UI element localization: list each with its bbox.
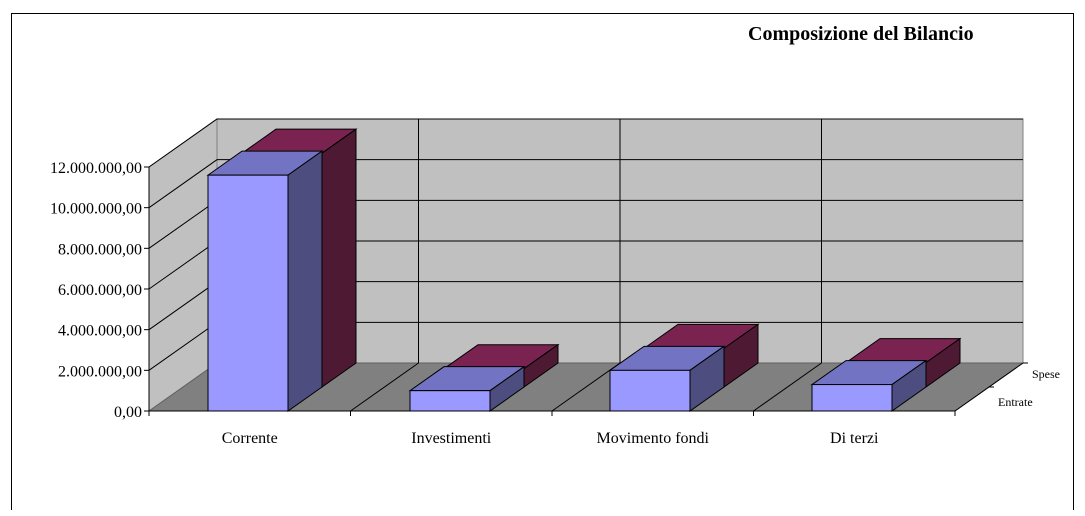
bar-spese-side	[321, 128, 357, 388]
chart-title: Composizione del Bilancio	[748, 23, 974, 45]
series-label: Spese	[1032, 367, 1060, 381]
y-tick-label: 8.000.000,00	[58, 241, 142, 258]
bar-entrate	[206, 150, 324, 412]
y-tick-label: 6.000.000,00	[58, 282, 142, 299]
y-tick-label: 2.000.000,00	[58, 363, 142, 380]
gridline	[148, 159, 1023, 209]
bar-entrate-front	[811, 384, 893, 412]
labels: 0,00 2.000.000,00 4.000.000,00 6.000.000,00…	[50, 160, 1060, 447]
axes	[144, 166, 1028, 416]
floor-divider	[551, 362, 621, 412]
bar-entrate-front	[609, 369, 691, 412]
bar-entrate	[608, 345, 726, 412]
floor-divider	[753, 362, 822, 412]
category-label: Corrente	[222, 430, 278, 447]
bar-entrate	[810, 359, 928, 412]
bar-entrate-front	[207, 174, 289, 412]
y-tick-label: 4.000.000,00	[58, 323, 142, 340]
floor-divider	[350, 362, 419, 412]
bar-entrate-side	[287, 150, 323, 412]
bar-entrate	[408, 365, 526, 412]
y-tick-label: 12.000.000,00	[50, 160, 142, 177]
gridline	[148, 118, 1023, 168]
category-label: Di terzi	[830, 430, 879, 447]
bars	[206, 128, 962, 412]
category-label: Investimenti	[411, 430, 492, 447]
y-tick-label: 10.000.000,00	[50, 201, 142, 218]
series-label: Entrate	[998, 395, 1033, 409]
category-label: Movimento fondi	[597, 430, 710, 447]
y-tick-label: 0,00	[114, 404, 142, 421]
bar-entrate-front	[409, 390, 491, 412]
